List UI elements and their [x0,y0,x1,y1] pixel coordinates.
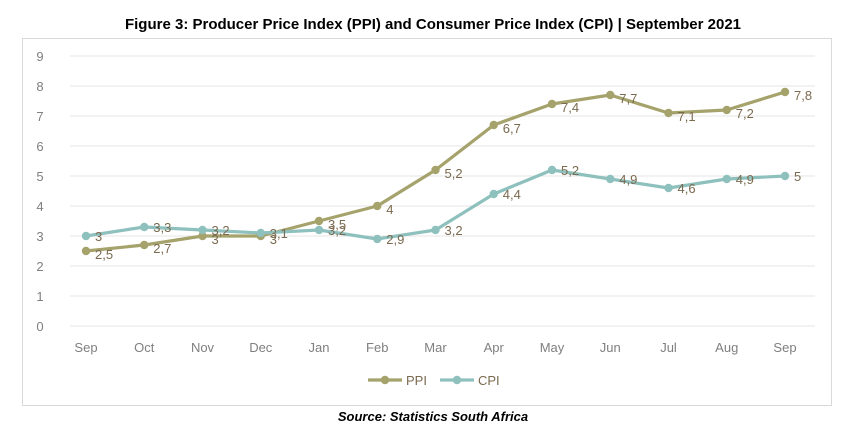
data-point-cpi [431,225,440,235]
x-axis-ticks: Sep Oct Nov Dec Jan Feb Mar Apr May Jun Jul Aug Sep [74,340,796,355]
data-point-ppi [431,165,440,175]
data-point-cpi [373,234,382,244]
data-point-ppi [373,201,382,211]
data-label-ppi: 7,1 [678,109,696,124]
data-label-cpi: 4,9 [736,172,754,187]
data-point-cpi [664,183,673,193]
chart-frame [22,38,832,406]
x-tick-label: Feb [366,340,388,355]
data-label-cpi: 3,2 [328,223,346,238]
y-tick-label: 1 [36,289,43,304]
x-tick-label: Sep [74,340,97,355]
data-label-ppi: 2,7 [153,241,171,256]
x-tick-label: Jan [309,340,330,355]
x-tick-label: Mar [424,340,447,355]
gridlines [70,55,815,327]
x-tick-label: May [540,340,565,355]
data-label-ppi: 3,5 [328,217,346,232]
y-tick-label: 9 [36,49,43,64]
data-label-cpi: 3,2 [445,223,463,238]
data-label-ppi: 7,2 [736,106,754,121]
y-tick-label: 3 [36,229,43,244]
data-point-cpi [606,174,615,184]
chart-title: Figure 3: Producer Price Index (PPI) and… [124,16,742,33]
data-point-cpi [547,165,557,175]
legend-swatch-marker [380,375,390,385]
data-point-cpi [314,225,324,235]
data-point-ppi [198,231,207,241]
data-label-cpi: 4,6 [678,181,696,196]
data-point-ppi [722,105,731,115]
data-point-ppi [489,120,498,130]
y-tick-label: 7 [36,109,43,124]
data-label-ppi: 7,7 [619,91,637,106]
legend: PPI CPI [368,373,500,388]
data-point-ppi [547,99,557,109]
y-tick-label: 2 [36,259,43,274]
y-axis-ticks: 0 1 2 3 4 5 6 7 8 9 [36,49,43,334]
data-point-ppi [314,216,324,226]
data-label-cpi: 4,9 [619,172,637,187]
data-point-ppi [606,90,615,100]
data-point-cpi [256,228,265,238]
data-label-ppi: 5,2 [445,166,463,181]
x-tick-label: Dec [249,340,273,355]
data-label-ppi: 7,4 [561,100,579,115]
legend-item-ppi: PPI [368,373,427,388]
x-tick-label: Sep [773,340,796,355]
x-tick-label: Jul [660,340,677,355]
data-label-ppi: 6,7 [503,121,521,136]
x-tick-label: Apr [484,340,505,355]
y-tick-label: 0 [36,319,43,334]
data-point-cpi [140,222,149,232]
source-note: Source: Statistics South Africa [337,409,529,424]
data-label-cpi: 2,9 [386,232,404,247]
data-point-ppi [664,108,673,118]
data-point-cpi [81,231,91,241]
data-label-cpi: 3,2 [212,223,230,238]
data-point-cpi [198,225,207,235]
legend-item-cpi: CPI [440,373,500,388]
series-cpi [81,165,790,244]
data-label-cpi: 3,1 [270,226,288,241]
y-tick-label: 6 [36,139,43,154]
data-labels: 2,5 2,7 3 3 3,5 4 5,2 6,7 7,4 7,7 7,1 7,2 7,8 3 3,3 3,2… [95,88,812,262]
data-point-ppi [780,87,790,97]
legend-swatch-marker [452,375,462,385]
x-tick-label: Oct [134,340,155,355]
data-point-ppi [81,246,91,256]
series-lines [81,87,790,256]
y-tick-label: 5 [36,169,43,184]
data-label-cpi: 4,4 [503,187,521,202]
data-label-cpi: 3,3 [153,220,171,235]
data-label-cpi: 5 [794,169,801,184]
data-label-ppi: 3 [212,232,219,247]
data-label-ppi: 2,5 [95,247,113,262]
legend-label: PPI [406,373,427,388]
data-point-cpi [780,171,790,181]
x-tick-label: Aug [715,340,738,355]
data-point-ppi [140,240,149,250]
legend-label: CPI [478,373,500,388]
series-ppi [81,87,790,256]
x-tick-label: Jun [600,340,621,355]
data-label-ppi: 3 [270,232,277,247]
data-label-cpi: 3 [95,229,102,244]
data-label-ppi: 7,8 [794,88,812,103]
data-point-cpi [722,174,731,184]
y-tick-label: 4 [36,199,43,214]
y-tick-label: 8 [36,79,43,94]
data-label-ppi: 4 [386,202,393,217]
x-tick-label: Nov [191,340,215,355]
data-point-cpi [489,189,498,199]
data-label-cpi: 5,2 [561,163,579,178]
